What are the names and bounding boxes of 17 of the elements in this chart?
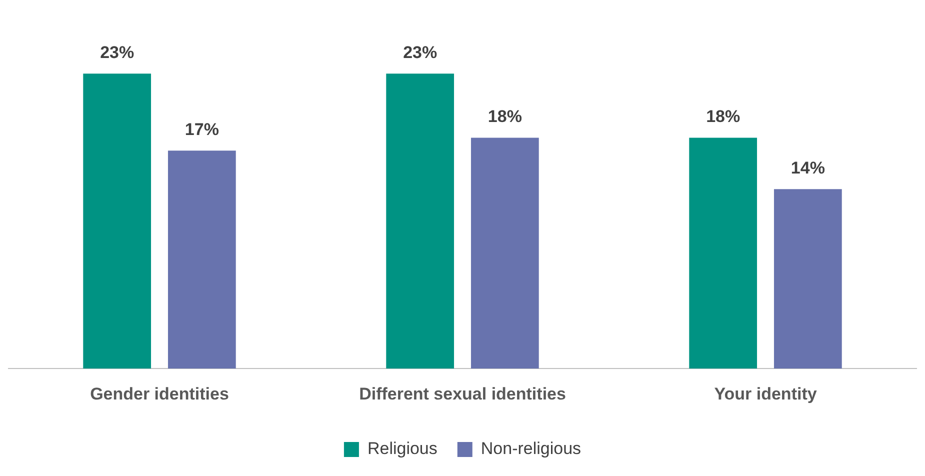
data-label: 17%: [184, 120, 219, 139]
x-tick-label: Your identity: [714, 384, 818, 404]
bar: [774, 189, 842, 369]
bar: [386, 74, 454, 369]
bar: [83, 74, 152, 369]
bar: [470, 138, 539, 369]
data-label: 23%: [403, 42, 438, 62]
data-label: 14%: [790, 158, 825, 178]
bar: [168, 150, 236, 369]
x-tick-label: Gender identities: [90, 384, 229, 404]
data-label: 23%: [100, 42, 134, 62]
data-label: 18%: [488, 106, 522, 126]
x-tick-label: Different sexual identities: [359, 384, 566, 404]
data-label: 18%: [706, 106, 740, 126]
legend-label: Non-religious: [480, 439, 582, 458]
bar: [689, 138, 758, 369]
legend-label: Religious: [367, 439, 438, 458]
